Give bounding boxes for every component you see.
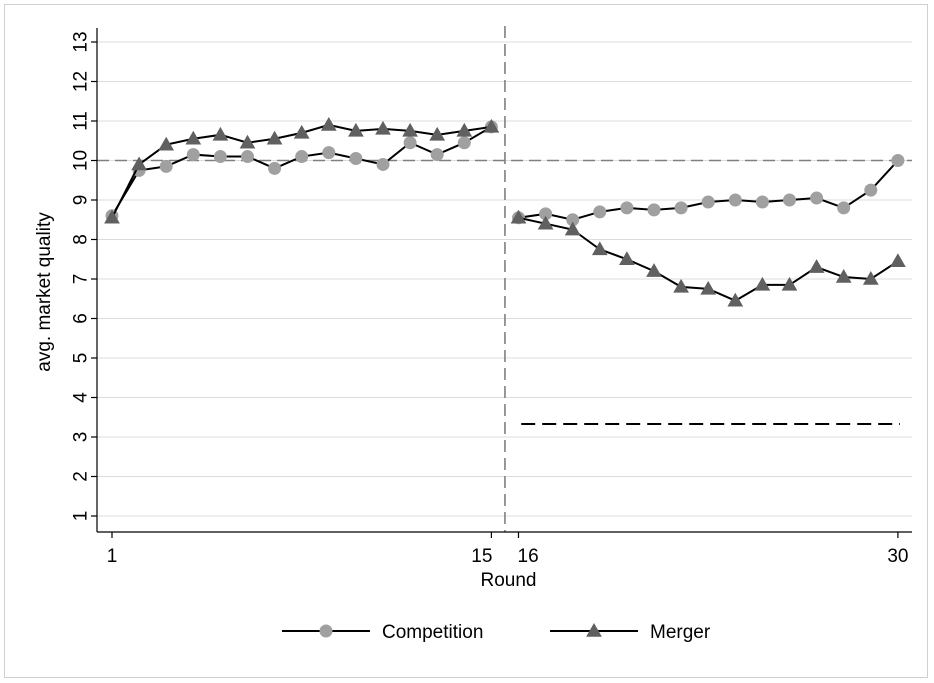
data-point <box>348 122 364 137</box>
x-axis-label: Round <box>481 570 537 591</box>
reference-lines <box>97 26 912 532</box>
data-point <box>159 159 173 173</box>
x-tick-label: 30 <box>887 546 908 567</box>
y-tick-label: 7 <box>71 274 92 285</box>
data-point <box>375 120 391 135</box>
y-tick-label: 11 <box>71 111 92 131</box>
data-point <box>376 157 390 171</box>
data-point <box>890 253 906 267</box>
data-point <box>403 136 417 150</box>
data-point <box>510 209 527 224</box>
data-point <box>402 122 418 137</box>
data-point <box>754 276 771 291</box>
y-tick-label: 9 <box>71 195 92 206</box>
series-merger <box>104 116 906 307</box>
data-point <box>728 193 742 207</box>
data-point <box>158 136 175 151</box>
y-tick-label: 6 <box>71 313 92 324</box>
legend: Competition Merger <box>282 622 711 643</box>
data-point <box>727 292 744 307</box>
data-point <box>808 259 825 273</box>
series-layer <box>104 116 906 307</box>
data-point <box>212 126 229 141</box>
legend-item-competition: Competition <box>282 622 483 643</box>
data-point <box>293 124 310 139</box>
y-tick-label: 5 <box>71 353 92 364</box>
legend-marker <box>586 622 602 637</box>
data-point <box>700 280 717 295</box>
y-tick-label: 2 <box>71 471 92 482</box>
data-point <box>864 183 878 197</box>
data-point <box>701 195 715 209</box>
legend-item-merger: Merger <box>550 622 711 643</box>
data-point <box>674 201 688 215</box>
data-point <box>349 152 363 166</box>
data-point <box>185 130 202 145</box>
data-point <box>673 278 689 293</box>
x-tick-label: 15 <box>471 546 492 567</box>
data-point <box>131 156 147 171</box>
data-point <box>647 203 661 217</box>
data-point <box>457 136 471 150</box>
y-tick-label: 12 <box>71 71 92 92</box>
data-point <box>646 263 662 277</box>
y-axis-label: avg. market quality <box>34 212 55 372</box>
x-tick-label: 16 <box>518 546 539 567</box>
y-tick-label: 1 <box>71 511 92 522</box>
data-point <box>564 221 581 236</box>
data-point <box>104 209 120 224</box>
data-point <box>891 154 905 167</box>
data-point <box>755 195 769 209</box>
data-point <box>241 150 254 164</box>
data-point <box>456 122 473 137</box>
y-tick-label: 10 <box>71 150 92 171</box>
data-point <box>266 130 283 145</box>
x-axis: 1 15 16 30 <box>97 531 912 567</box>
data-point <box>186 148 200 162</box>
data-point <box>781 276 798 291</box>
data-point <box>835 269 852 283</box>
data-point <box>483 118 500 133</box>
y-tick-label: 3 <box>71 432 92 443</box>
data-point <box>295 150 309 164</box>
data-point <box>537 215 554 230</box>
data-point <box>429 126 446 141</box>
data-point <box>320 116 337 131</box>
legend-marker <box>319 624 333 638</box>
data-point <box>591 241 608 256</box>
y-tick-label: 4 <box>71 392 92 403</box>
legend-label: Competition <box>382 622 483 643</box>
data-point <box>268 161 282 175</box>
data-point <box>619 251 635 265</box>
data-point <box>783 193 796 207</box>
y-tick-label: 13 <box>71 31 92 52</box>
data-point <box>322 146 336 160</box>
legend-label: Merger <box>650 622 711 643</box>
data-point <box>239 134 256 149</box>
y-tick-label: 8 <box>71 234 92 245</box>
data-point <box>593 205 607 219</box>
chart-frame <box>4 4 928 678</box>
data-point <box>810 191 824 205</box>
data-point <box>862 270 879 285</box>
data-point <box>837 201 851 215</box>
data-point <box>430 148 444 162</box>
data-point <box>620 201 634 215</box>
x-tick-label: 1 <box>107 546 118 567</box>
data-point <box>213 150 227 164</box>
